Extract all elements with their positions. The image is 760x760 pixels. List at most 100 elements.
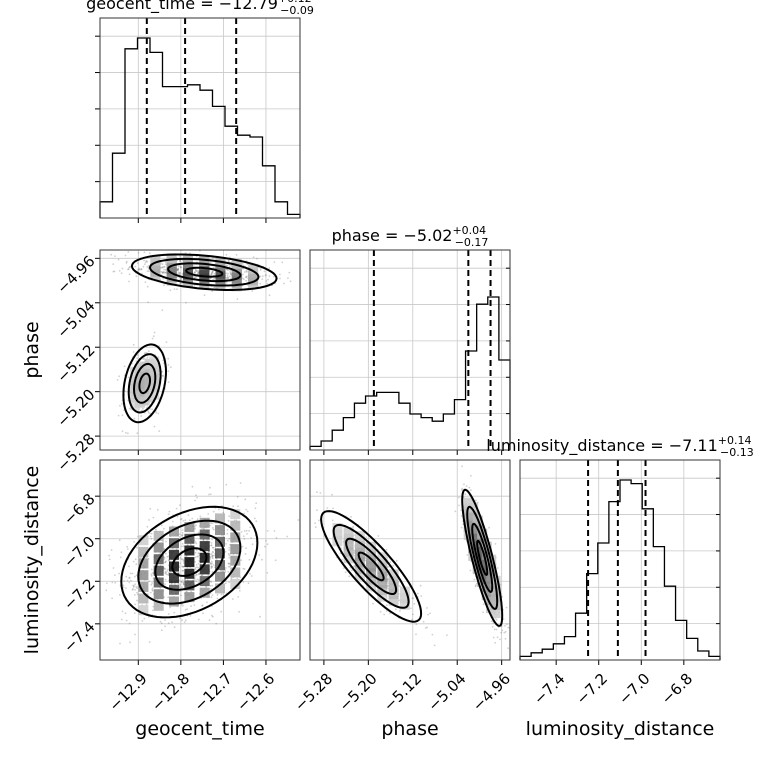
density-cell (388, 595, 399, 606)
scatter-point (463, 483, 465, 486)
scatter-point (293, 490, 295, 492)
scatter-point (146, 285, 149, 288)
scatter-point (209, 277, 212, 280)
scatter-point (169, 366, 172, 369)
scatter-point (238, 589, 241, 592)
scatter-point (152, 571, 155, 574)
scatter-point (206, 601, 208, 604)
scatter-point (162, 359, 165, 362)
scatter-point (431, 633, 434, 636)
scatter-point (180, 603, 183, 606)
scatter-point (179, 518, 182, 521)
scatter-point (160, 262, 162, 264)
contour-line (127, 353, 162, 414)
scatter-point (136, 432, 139, 434)
scatter-point (132, 588, 134, 590)
scatter-point (181, 543, 184, 545)
scatter-point (259, 267, 262, 270)
scatter-point (171, 520, 174, 523)
scatter-point (164, 578, 167, 581)
scatter-point (209, 486, 211, 489)
scatter-point (144, 352, 147, 354)
density-cell (332, 529, 343, 540)
scatter-point (229, 565, 232, 568)
scatter-point (250, 575, 253, 577)
scatter-point (197, 271, 200, 274)
scatter-point (182, 569, 185, 572)
scatter-point (227, 277, 229, 279)
scatter-point (185, 555, 188, 557)
scatter-point (112, 567, 115, 569)
scatter-point (195, 524, 197, 527)
x-axis-label-geocent_time: geocent_time (135, 718, 264, 740)
scatter-point (251, 543, 254, 546)
density-cell (366, 581, 377, 592)
scatter-point (264, 273, 267, 276)
scatter-point (183, 621, 186, 623)
scatter-point (157, 412, 160, 415)
scatter-point (492, 636, 495, 639)
scatter-point (144, 281, 147, 283)
density-cell (184, 545, 195, 556)
scatter-point (212, 266, 215, 269)
scatter-point (241, 273, 244, 276)
scatter-point (167, 357, 170, 360)
scatter-point (147, 266, 150, 269)
panel-content (100, 250, 300, 450)
scatter-point (422, 620, 425, 623)
scatter-point (182, 565, 185, 568)
density-cell (366, 541, 377, 552)
density-cell (153, 530, 164, 541)
scatter-point (188, 519, 191, 522)
scatter-point (160, 270, 163, 273)
scatter-point (118, 375, 121, 378)
scatter-point (248, 558, 251, 561)
density-cell (199, 552, 210, 563)
scatter-point (504, 625, 506, 627)
scatter-point (232, 505, 235, 508)
scatter-point (184, 578, 186, 581)
scatter-point (94, 596, 96, 598)
scatter-point (210, 552, 213, 555)
scatter-point (227, 277, 230, 279)
scatter-point (165, 552, 167, 555)
scatter-point (411, 613, 414, 616)
scatter-point (198, 572, 200, 575)
x-tick-label-luminosity_distance: −7.2 (573, 670, 611, 708)
scatter-point (301, 489, 303, 491)
scatter-point (197, 562, 200, 565)
scatter-point (139, 268, 141, 271)
scatter-point (446, 634, 448, 636)
scatter-point (225, 483, 228, 486)
scatter-point (252, 256, 255, 258)
scatter-point (182, 604, 184, 607)
scatter-point (147, 411, 150, 414)
scatter-point (211, 554, 214, 557)
scatter-point (167, 381, 170, 384)
scatter-point (229, 265, 231, 268)
scatter-point (132, 584, 135, 587)
scatter-point (189, 566, 192, 569)
scatter-point (254, 507, 257, 510)
panel-content (293, 460, 510, 660)
scatter-point (184, 578, 186, 581)
scatter-point (255, 502, 258, 505)
title-luminosity_distance: luminosity_distance = −7.11+0.14 −0.13 (486, 434, 753, 459)
density-cell (215, 525, 225, 536)
scatter-point (220, 610, 223, 613)
scatter-point (228, 565, 230, 568)
scatter-point (224, 567, 227, 569)
scatter-point (494, 641, 497, 644)
scatter-point (136, 599, 138, 602)
y-tick-label-luminosity_distance: −7.2 (60, 575, 98, 613)
scatter-point (177, 265, 180, 268)
scatter-point (163, 527, 165, 530)
scatter-point (245, 279, 248, 282)
scatter-point (147, 264, 150, 267)
scatter-point (120, 272, 123, 275)
scatter-point (211, 615, 214, 618)
scatter-point (212, 546, 215, 549)
density-cell (169, 596, 179, 607)
scatter-point (194, 276, 197, 278)
scatter-point (161, 266, 164, 269)
